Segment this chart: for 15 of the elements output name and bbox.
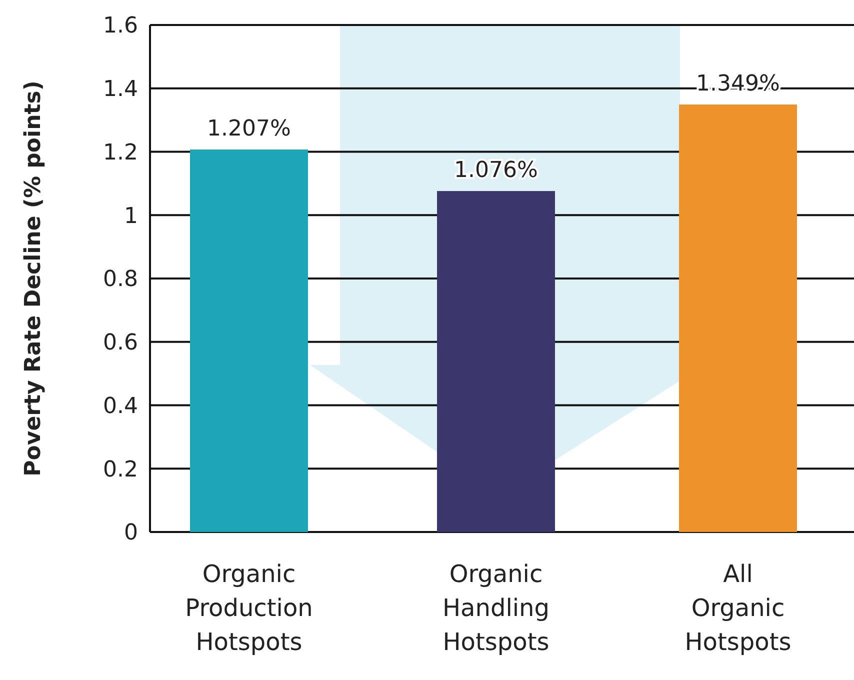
y-tick-label: 1.6 (103, 14, 138, 39)
y-tick-label: 1.4 (103, 77, 138, 102)
y-axis-title: Poverty Rate Decline (% points) (21, 80, 46, 476)
y-tick-label: 0.4 (103, 394, 138, 419)
y-tick-label: 0 (124, 520, 138, 546)
x-tick-label: All Organic Hotspots (684, 560, 792, 656)
x-tick-label: Organic Production Hotspots (185, 560, 313, 656)
y-tick-label: 0.2 (103, 457, 138, 482)
data-label: 1.207% (207, 116, 291, 142)
y-tick-label: 1.2 (103, 140, 138, 166)
x-tick-label: Organic Handling Hotspots (442, 560, 550, 656)
data-label: 1.076% (454, 158, 538, 184)
y-tick-label: 0.8 (103, 267, 138, 292)
y-tick-label: 0.6 (103, 330, 138, 356)
y-tick-label: 1 (124, 204, 138, 229)
